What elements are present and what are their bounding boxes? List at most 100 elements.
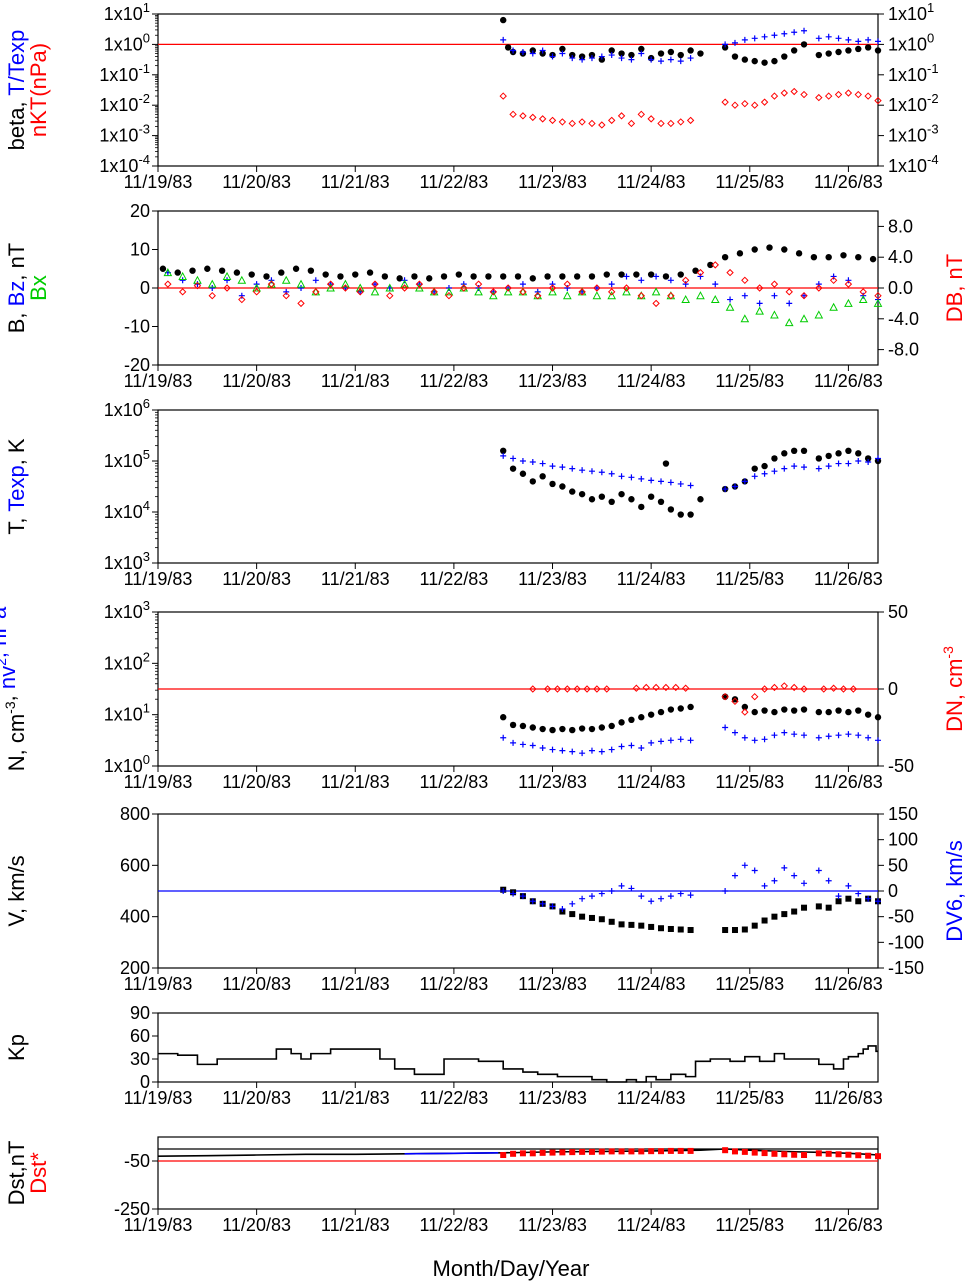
data-point-red [267,280,276,288]
data-point-black [791,908,798,915]
left-tick-label: 1x10-3 [99,122,150,146]
data-point-black [810,254,818,261]
x-tick-label: 11/25/83 [715,172,784,192]
data-point-black [845,47,852,54]
data-point-black [825,904,832,911]
data-point-blue [865,734,872,741]
data-point-red [815,1150,822,1157]
data-point-black [578,53,586,60]
data-point-blue [801,732,808,739]
data-point-black [618,719,625,726]
data-point-green [562,291,572,300]
data-point-red [510,1150,517,1157]
x-tick-label: 11/20/83 [222,772,291,792]
data-point-black [500,273,507,280]
data-point-black [440,273,448,280]
data-point-black [278,269,285,276]
data-point-black [608,47,615,54]
data-point-blue [875,737,881,744]
data-point-red [844,89,853,97]
x-tick-label: 11/22/83 [420,1215,489,1235]
data-point-black [569,51,576,59]
data-point-red [474,280,483,288]
data-point-red [785,288,793,296]
data-point-black [549,726,556,734]
data-point-red [677,118,685,126]
left-tick-label: 400 [120,907,150,927]
data-point-red [548,284,557,292]
right-tick-label: 1x10-2 [888,91,939,115]
data-point-red [628,1148,635,1155]
data-point-black [855,707,862,714]
data-point-blue [825,463,832,470]
data-point-green [725,302,735,311]
x-tick-label: 11/25/83 [715,569,784,589]
data-point-blue [855,890,862,897]
data-point-blue [638,475,645,482]
data-point-blue [648,739,655,746]
data-point-black [559,483,566,490]
left-tick-label: 10 [130,240,150,260]
data-point-blue [667,277,674,284]
data-point-red [751,1149,758,1156]
data-point-red [722,1147,729,1154]
data-point-red [731,697,739,706]
data-point-green [622,287,631,296]
data-point-red [534,291,542,300]
x-tick-label: 11/21/83 [321,371,390,391]
data-point-black [603,271,610,278]
data-point-red [800,291,808,300]
data-point-blue [549,281,556,288]
data-point-blue [588,468,595,475]
data-point-red [652,683,660,692]
data-point-blue [588,55,595,62]
data-point-black [569,726,576,734]
data-point-blue [638,893,645,900]
data-point-black [761,707,768,714]
data-point-blue [875,898,881,905]
left-tick-label: 60 [130,1026,150,1046]
data-point-black [204,265,211,272]
data-point-black [677,511,684,518]
data-point-green [740,314,750,323]
data-point-red [563,280,572,288]
data-point-blue [722,724,729,731]
data-point-black [539,725,546,733]
data-point-black [687,47,694,54]
data-point-black [618,271,625,278]
data-point-red [607,116,616,125]
data-point-black [352,271,359,278]
x-tick-label: 11/20/83 [222,172,291,192]
data-point-black [825,254,832,261]
data-point-blue [559,747,566,754]
data-point-black [766,244,773,251]
data-point-blue [815,281,822,288]
right-tick-label: 1x101 [888,0,934,24]
left-tick-label: 1x10-4 [99,152,150,176]
data-point-black [845,708,852,716]
data-point-black [677,271,684,278]
data-point-blue [638,745,645,752]
data-point-black [662,460,670,467]
right-tick-label: -100 [888,932,924,952]
data-point-red [326,280,335,288]
data-point-blue [687,55,694,62]
data-point-red [825,1150,832,1157]
data-point-red [312,288,320,296]
left-tick-label: 20 [130,201,150,221]
data-point-blue [865,895,872,902]
data-point-red [681,276,690,285]
data-point-blue [298,285,305,291]
data-point-green [207,279,217,288]
data-point-red [781,1151,788,1158]
data-point-red [770,280,779,288]
data-point-black [248,271,255,278]
right-tick-label: 0.0 [888,278,913,298]
data-point-blue [618,473,625,480]
data-point-red [790,87,798,96]
data-point-black [337,273,344,280]
data-point-black [426,275,433,282]
data-point-blue [658,895,665,902]
data-point-black [529,275,536,282]
data-point-red [820,685,828,693]
